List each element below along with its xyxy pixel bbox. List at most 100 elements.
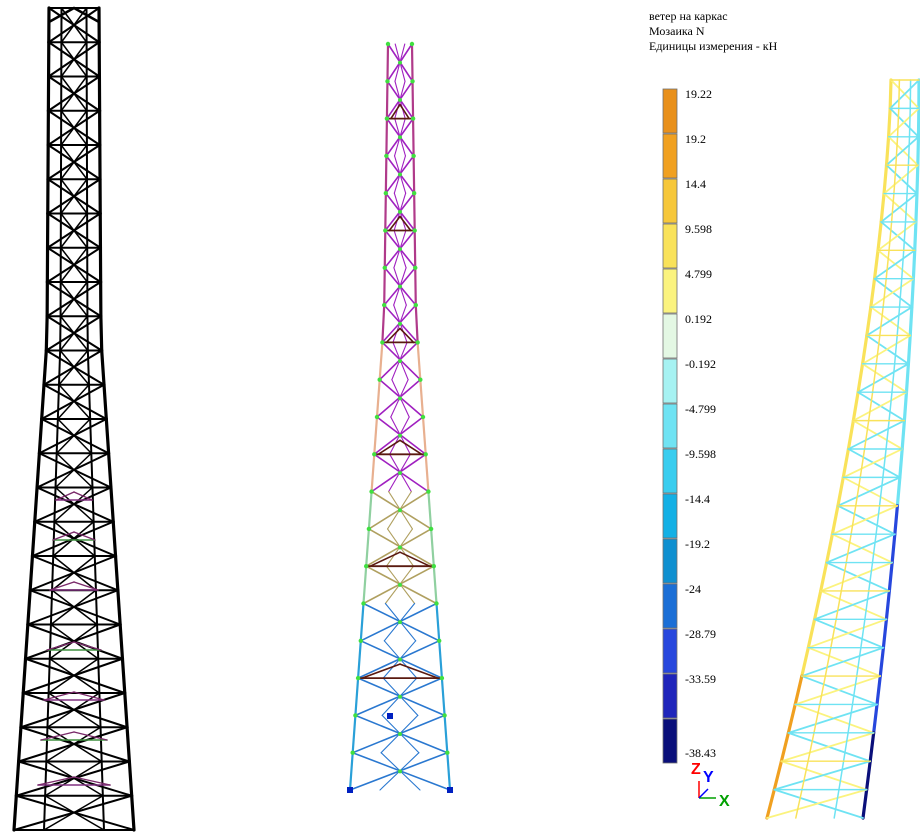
tower-leg-inner — [835, 590, 843, 621]
tower-leg — [12, 794, 18, 832]
brace — [813, 590, 891, 621]
brace — [59, 315, 89, 352]
node — [383, 191, 389, 196]
tower-model-mosaic — [765, 78, 920, 820]
brace — [59, 247, 88, 283]
node — [411, 191, 417, 196]
tower-leg — [14, 759, 21, 798]
node — [398, 97, 402, 102]
node — [383, 228, 388, 233]
legend-swatch — [662, 313, 678, 359]
tower-leg-inner — [49, 589, 54, 626]
diaphragm — [73, 776, 111, 786]
tower-leg-inner — [851, 675, 858, 706]
diaphragm — [385, 327, 401, 344]
node — [350, 750, 355, 755]
tower-leg-inner — [92, 520, 96, 557]
tower-leg — [381, 304, 386, 344]
tower-leg-inner — [893, 164, 897, 195]
tower-leg-inner — [860, 618, 866, 649]
tower-leg — [893, 504, 900, 536]
diaphragm — [399, 551, 431, 568]
node — [384, 116, 390, 121]
node — [398, 284, 402, 289]
node — [398, 359, 402, 364]
tower-leg-inner — [900, 249, 905, 280]
node — [398, 508, 402, 513]
node — [398, 694, 402, 699]
tower-leg — [841, 447, 851, 479]
tower-leg — [367, 490, 373, 531]
tower-leg-inner — [54, 452, 58, 489]
tower-leg — [836, 475, 845, 508]
tower-leg-inner — [906, 164, 910, 195]
tower-leg — [37, 417, 44, 455]
legend-label: -9.598 — [685, 447, 716, 461]
tower-leg-inner — [99, 726, 103, 763]
node — [445, 750, 450, 755]
node — [415, 340, 420, 345]
brace — [837, 476, 901, 507]
tower-leg-inner — [56, 383, 60, 420]
legend-label: -19.2 — [685, 537, 710, 551]
diaphragm — [73, 641, 102, 651]
diaphragm — [73, 581, 99, 591]
tower-leg — [856, 362, 865, 394]
tower-leg — [348, 751, 354, 792]
brace — [54, 486, 95, 523]
tower-leg-inner — [867, 391, 874, 422]
brace — [889, 79, 920, 110]
brace — [50, 589, 97, 626]
tower-leg-inner — [875, 505, 881, 535]
tower-leg-inner — [904, 192, 908, 223]
brace — [59, 349, 90, 386]
diaphragm — [377, 439, 401, 456]
node — [410, 116, 416, 121]
tower-leg — [865, 305, 873, 338]
legend-swatch — [662, 448, 678, 494]
tower-leg — [118, 622, 125, 661]
node — [442, 713, 447, 718]
tower-leg — [424, 453, 430, 493]
axis-x-label: X — [719, 793, 730, 810]
brace — [60, 212, 88, 249]
tower-leg-inner — [45, 726, 49, 763]
tower-leg-inner — [875, 334, 881, 365]
tower-leg — [386, 42, 390, 83]
tower-leg-inner — [89, 418, 93, 455]
node — [410, 79, 415, 84]
node — [355, 675, 361, 681]
apex — [47, 6, 76, 24]
load-case-title: ветер на каркас — [649, 9, 728, 23]
brace — [44, 760, 103, 797]
tower-leg — [427, 490, 433, 531]
tower-leg — [354, 676, 360, 717]
brace — [773, 760, 872, 791]
tower-leg-inner — [100, 760, 104, 797]
tower-leg — [908, 305, 914, 338]
tower-leg — [812, 589, 823, 621]
tower-leg — [99, 314, 104, 353]
tower-leg — [26, 588, 32, 627]
brace — [52, 521, 95, 557]
node — [398, 545, 402, 550]
tower-leg — [916, 135, 920, 167]
units-label: Единицы измерения - кН — [649, 39, 778, 53]
brace — [847, 419, 906, 450]
legend-swatch — [662, 358, 678, 404]
tower-leg — [890, 532, 897, 565]
legend-swatch — [662, 538, 678, 584]
tower-leg-inner — [879, 306, 884, 337]
tower-leg — [384, 192, 387, 232]
tower-leg-inner — [907, 136, 911, 166]
tower-leg-inner — [96, 623, 100, 660]
tower-leg-inner — [97, 657, 101, 694]
tower-leg — [819, 560, 829, 593]
tower-leg — [875, 674, 882, 707]
tower-leg — [895, 475, 902, 508]
tower-leg — [786, 702, 797, 735]
tower-leg — [23, 622, 30, 661]
tower-leg — [35, 451, 41, 490]
tower-leg — [410, 42, 414, 83]
tower-leg — [913, 220, 918, 252]
